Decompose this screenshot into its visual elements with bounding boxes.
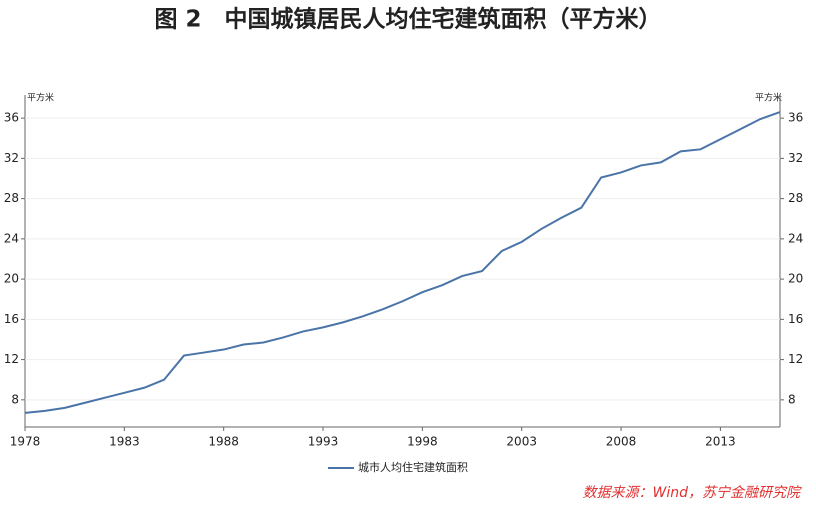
y2-tick-label: 12 [788,352,803,366]
y-tick-label: 20 [4,272,19,286]
y-unit: 平方米 [27,92,54,104]
x-tick-label: 1998 [407,435,438,449]
x-tick-label: 1983 [109,435,140,449]
y-tick-label: 12 [4,352,19,366]
y2-unit: 平方米 [755,92,782,104]
y-tick-label: 8 [11,392,19,406]
y2-tick-label: 24 [788,231,803,245]
legend-label: 城市人均住宅建筑面积 [358,460,468,474]
y2-tick-label: 8 [788,392,796,406]
x-tick-label: 1993 [308,435,339,449]
source-note: 数据来源：Wind，苏宁金融研究院 [583,485,802,501]
x-tick-label: 1978 [10,435,41,449]
y-tick-label: 32 [4,151,19,165]
y2-tick-label: 16 [788,312,803,326]
y-tick-label: 36 [4,111,19,125]
y-tick-label: 24 [4,231,19,245]
x-tick-label: 2013 [705,435,736,449]
x-tick-label: 2003 [506,435,537,449]
y-tick-label: 28 [4,191,19,205]
x-tick-label: 1988 [208,435,239,449]
y2-tick-label: 20 [788,272,803,286]
data-line [24,111,781,414]
y2-tick-label: 28 [788,191,803,205]
chart-title: 图 2 中国城镇居民人均住宅建筑面积（平方米） [154,6,661,33]
y2-tick-label: 36 [788,111,803,125]
y-tick-label: 16 [4,312,19,326]
x-tick-label: 2008 [606,435,637,449]
y2-tick-label: 32 [788,151,803,165]
